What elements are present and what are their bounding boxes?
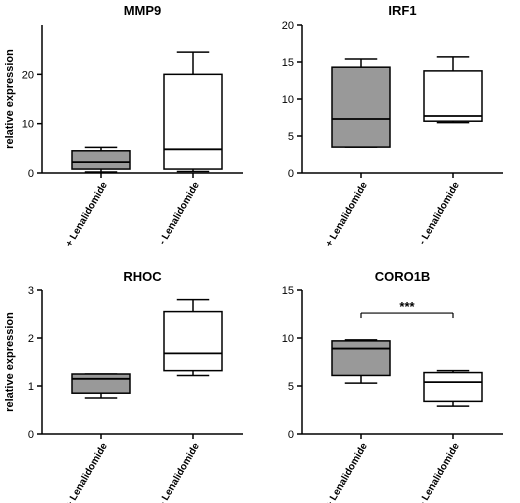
significance-label: *** xyxy=(399,299,415,314)
y-tick-label: 1 xyxy=(28,381,34,393)
box-1 xyxy=(163,298,223,377)
chart-title: IRF1 xyxy=(388,3,416,18)
chart-panel-3: CORO1B 0 5 10 15 + Lenalidomide - Lenalidomide… xyxy=(282,269,503,503)
y-tick-label: 10 xyxy=(282,333,294,345)
y-tick-label: 20 xyxy=(22,69,34,81)
y-tick-label: 5 xyxy=(288,131,294,143)
y-tick-label: 0 xyxy=(288,168,294,180)
box-iqr xyxy=(331,66,391,148)
box-iqr xyxy=(71,373,131,394)
box-iqr xyxy=(71,150,131,170)
y-tick-label: 10 xyxy=(22,119,34,131)
box-0 xyxy=(71,373,131,399)
chart-title: MMP9 xyxy=(124,3,162,18)
significance-bracket: *** xyxy=(360,299,454,319)
y-axis-label: relative expression xyxy=(4,49,16,149)
y-tick-label: 5 xyxy=(288,381,294,393)
chart-panel-0: MMP9 relative expression 0 10 20 + Lenalidomi… xyxy=(4,3,243,249)
y-tick-label: 10 xyxy=(282,94,294,106)
chart-title: CORO1B xyxy=(375,269,431,284)
chart-panel-2: RHOC relative expression 0 1 2 3 + Lenalidomid… xyxy=(4,269,243,503)
chart-panel-1: IRF1 0 5 10 15 20 + Lenalidomide - Lenalidomide xyxy=(282,3,503,249)
y-tick-label: 0 xyxy=(28,168,34,180)
x-category-label: + Lenalidomide xyxy=(64,180,110,249)
y-tick-label: 0 xyxy=(28,429,34,441)
box-1 xyxy=(163,51,223,173)
y-tick-label: 15 xyxy=(282,285,294,297)
x-category-label: - Lenalidomide xyxy=(157,180,202,247)
box-iqr xyxy=(163,310,223,372)
y-tick-label: 3 xyxy=(28,285,34,297)
x-category-label: + Lenalidomide xyxy=(64,441,110,503)
box-1 xyxy=(423,56,483,124)
box-iqr xyxy=(331,340,391,377)
x-category-label: - Lenalidomide xyxy=(417,180,462,247)
box-iqr xyxy=(423,70,483,122)
y-tick-label: 2 xyxy=(28,333,34,345)
x-category-label: - Lenalidomide xyxy=(417,441,462,503)
box-0 xyxy=(71,146,131,173)
y-tick-label: 15 xyxy=(282,57,294,69)
x-category-label: - Lenalidomide xyxy=(157,441,202,503)
y-axis-label: relative expression xyxy=(4,312,16,412)
y-tick-label: 0 xyxy=(288,429,294,441)
box-0 xyxy=(331,58,391,148)
x-category-label: + Lenalidomide xyxy=(324,180,370,249)
box-iqr xyxy=(163,73,223,170)
y-tick-label: 20 xyxy=(282,20,294,32)
x-category-label: + Lenalidomide xyxy=(324,441,370,503)
box-iqr xyxy=(423,371,483,403)
box-0 xyxy=(331,339,391,384)
chart-title: RHOC xyxy=(123,269,162,284)
box-1 xyxy=(423,369,483,407)
